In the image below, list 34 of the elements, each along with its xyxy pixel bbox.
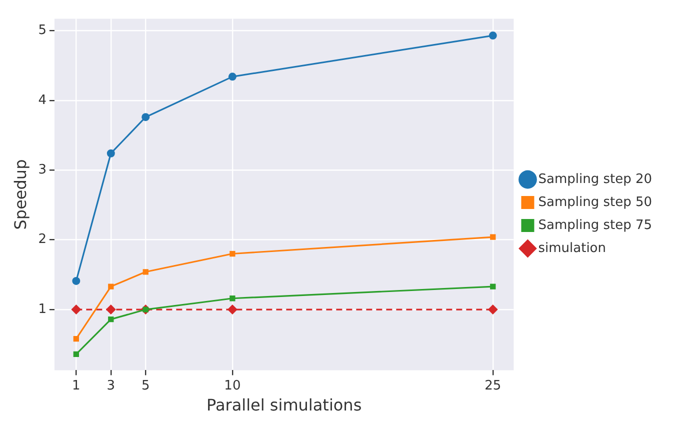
point (106, 304, 116, 315)
legend-label: Sampling step 75 (538, 218, 652, 233)
point (230, 250, 236, 257)
x-tick-label: 1 (72, 378, 80, 394)
point (73, 336, 80, 342)
point (490, 234, 496, 240)
y-axis-title: Speedup (10, 159, 30, 230)
x-tick-label: 5 (141, 378, 150, 394)
y-tick-label: 1 (38, 302, 46, 317)
point (73, 351, 80, 357)
point (108, 316, 114, 322)
y-tick-label: 5 (38, 23, 46, 38)
y-tick-label: 4 (38, 92, 46, 108)
x-tick-label: 25 (484, 378, 502, 394)
point (488, 32, 497, 40)
x-axis-title: Parallel simulations (206, 396, 362, 415)
point (228, 72, 236, 81)
point (71, 304, 82, 315)
point (230, 296, 236, 302)
point (72, 276, 80, 285)
y-tick-label: 3 (38, 162, 46, 178)
point (227, 304, 238, 315)
point (142, 113, 150, 122)
point (106, 149, 115, 158)
legend-label: Sampling step 50 (538, 194, 652, 210)
point (108, 284, 114, 290)
legend-label: Sampling step 20 (538, 172, 652, 187)
y-tick-label: 2 (38, 232, 46, 248)
point (488, 304, 498, 315)
legend-label: simulation (538, 240, 606, 256)
point (142, 269, 148, 275)
point (490, 284, 496, 290)
x-tick-label: 3 (106, 378, 116, 394)
x-tick-label: 10 (224, 378, 241, 394)
